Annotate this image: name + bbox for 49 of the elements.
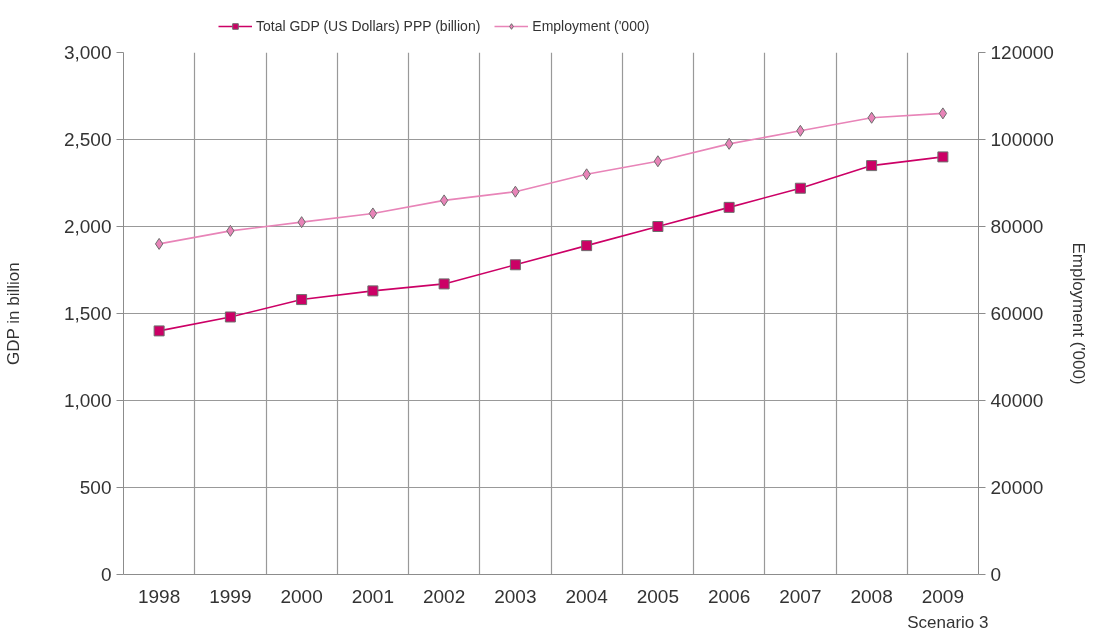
y2-tick-label: 0 (990, 564, 1002, 585)
point (581, 240, 593, 252)
point (794, 182, 806, 194)
y-tick-label: 1,500 (63, 303, 112, 324)
text: Scenario 3 (907, 612, 989, 632)
x-tick-label: 2002 (422, 585, 466, 607)
x-tick-label: 2007 (779, 585, 822, 607)
y2-tick-label: 80000 (990, 216, 1044, 237)
legend-label: Employment ('000) (532, 18, 650, 34)
y2-axis-title: Employment ('000) (1068, 242, 1088, 385)
x-tick-label: 1998 (137, 585, 181, 607)
point (724, 137, 734, 150)
y-axis-title: GDP in billion (3, 262, 23, 365)
point (723, 201, 735, 213)
point (938, 107, 948, 120)
x-tick-label: 2006 (707, 585, 751, 607)
point (438, 278, 450, 290)
x-tick-label: 2003 (494, 585, 537, 607)
point (509, 259, 521, 271)
y-tick-label: 1,000 (63, 390, 112, 411)
x-tick-label: 2004 (565, 585, 609, 607)
legend-label: Total GDP (US Dollars) PPP (billion) (256, 18, 481, 34)
point (296, 294, 308, 306)
point (866, 160, 878, 172)
point (653, 155, 663, 168)
point (154, 237, 164, 250)
y2-tick-label: 120000 (990, 42, 1054, 63)
y2-tick-label: 20000 (990, 477, 1044, 498)
y-tick-label: 500 (79, 477, 112, 498)
point (652, 221, 664, 232)
point (937, 151, 949, 163)
y-tick-label: 3,000 (63, 42, 112, 63)
y-tick-label: 2,500 (63, 129, 112, 150)
point (439, 194, 449, 207)
point (153, 325, 165, 337)
point (368, 207, 378, 220)
y2-tick-label: 100000 (990, 129, 1054, 150)
x-tick-label: 2000 (280, 585, 323, 607)
point (224, 311, 236, 323)
point (367, 285, 379, 297)
x-tick-label: 2009 (921, 585, 965, 607)
y2-tick-label: 40000 (990, 390, 1044, 411)
x-tick-label: 1999 (209, 585, 252, 607)
x-tick-label: 2008 (850, 585, 893, 607)
x-tick-label: 2005 (636, 585, 680, 607)
x-tick-label: 2001 (351, 585, 395, 607)
y-tick-label: 2,000 (63, 216, 112, 237)
y-tick-label: 0 (100, 564, 112, 585)
y2-tick-label: 60000 (990, 303, 1044, 324)
